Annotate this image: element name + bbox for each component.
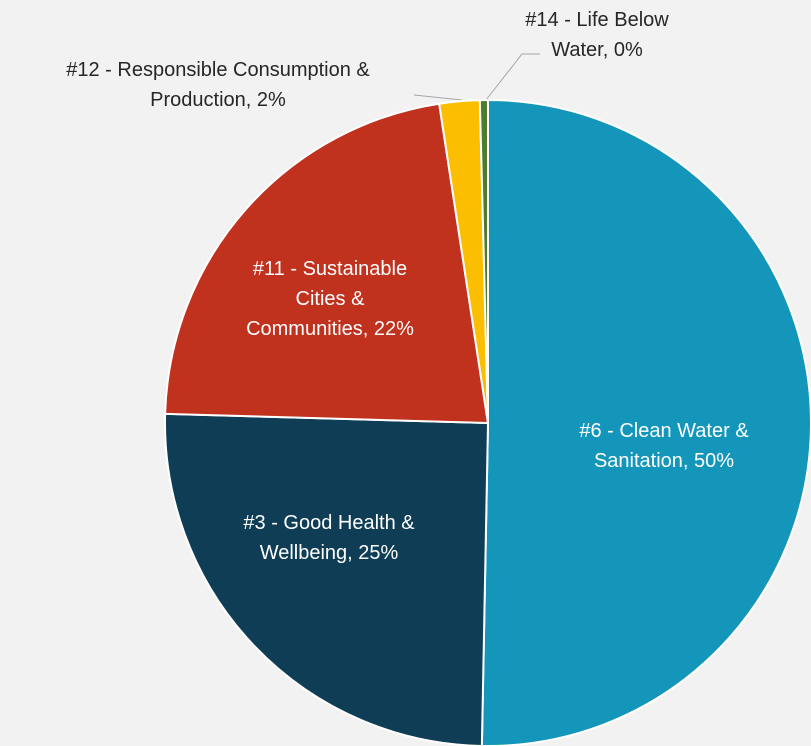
data-label: #14 - Life Below Water, 0% [525, 9, 669, 61]
label-line: Sanitation, 50% [594, 450, 734, 472]
data-label: #6 - Clean Water & Sanitation, 50% [579, 420, 749, 472]
label-line: Communities, 22% [246, 318, 414, 340]
label-line: #11 - Sustainable [253, 258, 407, 280]
leader-line [485, 53, 540, 101]
data-label: #3 - Good Health & Wellbeing, 25% [243, 512, 415, 564]
label-line: Cities & [296, 288, 366, 310]
data-label: #11 - Sustainable Cities & Communities, 22… [246, 258, 414, 340]
pie-slice [164, 412, 490, 746]
label-line: #12 - Responsible Consumption & [66, 59, 370, 81]
label-line: Production, 2% [150, 89, 286, 111]
label-line: Water, 0% [551, 39, 643, 61]
label-line: Wellbeing, 25% [260, 542, 399, 564]
leader-line [413, 94, 463, 101]
pie-slice [478, 98, 489, 424]
data-label: #12 - Responsible Consumption & Productio… [66, 59, 370, 111]
label-line: #14 - Life Below [525, 9, 669, 31]
pie-slice [164, 102, 490, 425]
label-line: #3 - Good Health & [243, 512, 415, 534]
label-line: #6 - Clean Water & [579, 420, 749, 442]
